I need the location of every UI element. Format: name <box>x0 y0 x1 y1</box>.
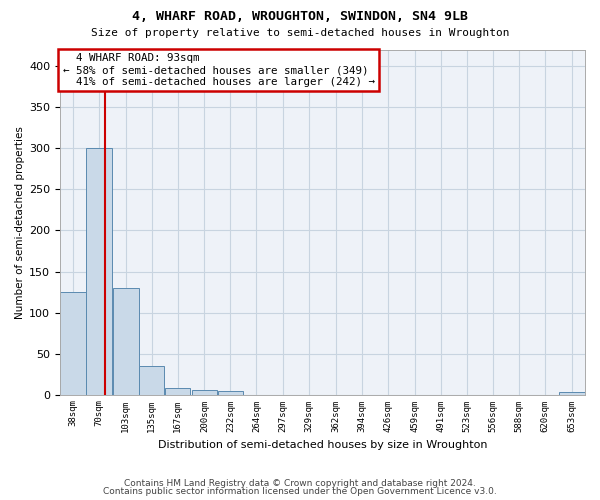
Bar <box>218 392 243 394</box>
Bar <box>191 390 217 394</box>
Text: Contains HM Land Registry data © Crown copyright and database right 2024.: Contains HM Land Registry data © Crown c… <box>124 478 476 488</box>
Text: Size of property relative to semi-detached houses in Wroughton: Size of property relative to semi-detach… <box>91 28 509 38</box>
Y-axis label: Number of semi-detached properties: Number of semi-detached properties <box>15 126 25 318</box>
Bar <box>113 288 139 395</box>
Text: 4, WHARF ROAD, WROUGHTON, SWINDON, SN4 9LB: 4, WHARF ROAD, WROUGHTON, SWINDON, SN4 9… <box>132 10 468 23</box>
Bar <box>60 292 86 394</box>
Text: 4 WHARF ROAD: 93sqm
← 58% of semi-detached houses are smaller (349)
  41% of sem: 4 WHARF ROAD: 93sqm ← 58% of semi-detach… <box>62 54 374 86</box>
Bar <box>559 392 585 394</box>
X-axis label: Distribution of semi-detached houses by size in Wroughton: Distribution of semi-detached houses by … <box>158 440 487 450</box>
Bar <box>86 148 112 394</box>
Bar <box>139 366 164 394</box>
Bar <box>165 388 190 394</box>
Text: Contains public sector information licensed under the Open Government Licence v3: Contains public sector information licen… <box>103 487 497 496</box>
